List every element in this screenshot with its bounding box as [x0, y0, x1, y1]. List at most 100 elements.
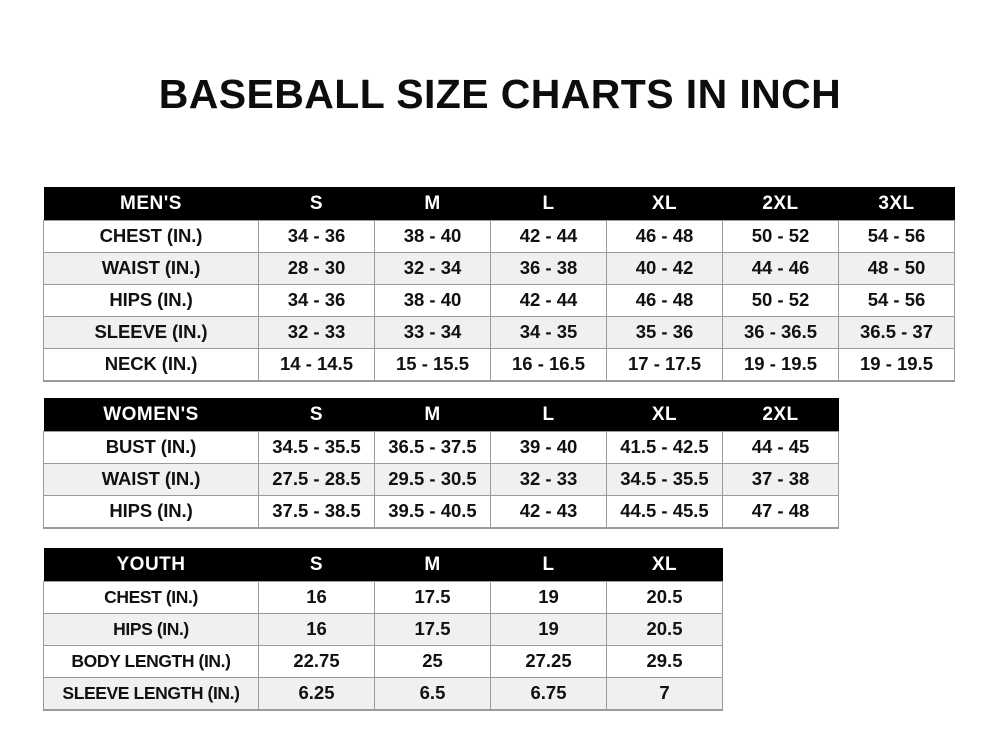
youth-row-label: HIPS (IN.): [43, 613, 259, 646]
mens-measurement-cell: 46 - 48: [606, 284, 723, 317]
youth-size-table: YOUTH S M L XL CHEST (IN.) 16 17.5 19 20.5 HIPS (I…: [43, 548, 723, 711]
mens-measurement-cell: 19 - 19.5: [722, 348, 839, 382]
womens-size-header-s: S: [258, 398, 375, 432]
table-row: SLEEVE (IN.) 32 - 33 33 - 34 34 - 35 35 - 36…: [43, 316, 955, 349]
youth-measurement-cell: 16: [258, 613, 375, 646]
mens-measurement-cell: 32 - 33: [258, 316, 375, 349]
womens-row-label: HIPS (IN.): [43, 495, 259, 529]
mens-measurement-cell: 42 - 44: [490, 284, 607, 317]
womens-measurement-cell: 41.5 - 42.5: [606, 431, 723, 464]
mens-measurement-cell: 34 - 36: [258, 220, 375, 253]
mens-measurement-cell: 33 - 34: [374, 316, 491, 349]
womens-measurement-cell: 34.5 - 35.5: [258, 431, 375, 464]
table-row: CHEST (IN.) 34 - 36 38 - 40 42 - 44 46 - 48 5…: [43, 220, 955, 253]
womens-measurement-cell: 39 - 40: [490, 431, 607, 464]
table-row: BODY LENGTH (IN.) 22.75 25 27.25 29.5: [43, 645, 723, 678]
mens-size-header-3xl: 3XL: [838, 187, 955, 221]
mens-row-label: CHEST (IN.): [43, 220, 259, 253]
mens-row-label: SLEEVE (IN.): [43, 316, 259, 349]
womens-measurement-cell: 37.5 - 38.5: [258, 495, 375, 529]
mens-measurement-cell: 28 - 30: [258, 252, 375, 285]
womens-category-header: WOMEN'S: [43, 398, 259, 432]
mens-measurement-cell: 50 - 52: [722, 284, 839, 317]
womens-measurement-cell: 39.5 - 40.5: [374, 495, 491, 529]
mens-measurement-cell: 44 - 46: [722, 252, 839, 285]
mens-measurement-cell: 15 - 15.5: [374, 348, 491, 382]
youth-measurement-cell: 19: [490, 581, 607, 614]
table-row: NECK (IN.) 14 - 14.5 15 - 15.5 16 - 16.5 17 …: [43, 348, 955, 382]
mens-measurement-cell: 36.5 - 37: [838, 316, 955, 349]
mens-row-label: NECK (IN.): [43, 348, 259, 382]
youth-measurement-cell: 20.5: [606, 613, 723, 646]
mens-measurement-cell: 38 - 40: [374, 284, 491, 317]
mens-measurement-cell: 14 - 14.5: [258, 348, 375, 382]
mens-measurement-cell: 42 - 44: [490, 220, 607, 253]
table-row: HIPS (IN.) 16 17.5 19 20.5: [43, 613, 723, 646]
table-row: HIPS (IN.) 34 - 36 38 - 40 42 - 44 46 - 48 50…: [43, 284, 955, 317]
mens-measurement-cell: 54 - 56: [838, 220, 955, 253]
womens-measurement-cell: 27.5 - 28.5: [258, 463, 375, 496]
youth-measurement-cell: 6.25: [258, 677, 375, 711]
womens-measurement-cell: 44 - 45: [722, 431, 839, 464]
youth-measurement-cell: 19: [490, 613, 607, 646]
womens-measurement-cell: 42 - 43: [490, 495, 607, 529]
womens-size-header-xl: XL: [606, 398, 723, 432]
mens-row-label: HIPS (IN.): [43, 284, 259, 317]
womens-measurement-cell: 34.5 - 35.5: [606, 463, 723, 496]
youth-measurement-cell: 6.5: [374, 677, 491, 711]
mens-measurement-cell: 54 - 56: [838, 284, 955, 317]
youth-size-header-xl: XL: [606, 548, 723, 582]
mens-measurement-cell: 50 - 52: [722, 220, 839, 253]
womens-row-label: BUST (IN.): [43, 431, 259, 464]
youth-measurement-cell: 16: [258, 581, 375, 614]
mens-size-header-s: S: [258, 187, 375, 221]
table-row: SLEEVE LENGTH (IN.) 6.25 6.5 6.75 7: [43, 677, 723, 711]
womens-measurement-cell: 37 - 38: [722, 463, 839, 496]
mens-measurement-cell: 17 - 17.5: [606, 348, 723, 382]
youth-header-row: YOUTH S M L XL: [43, 548, 723, 582]
mens-measurement-cell: 19 - 19.5: [838, 348, 955, 382]
womens-measurement-cell: 29.5 - 30.5: [374, 463, 491, 496]
mens-size-header-m: M: [374, 187, 491, 221]
mens-row-label: WAIST (IN.): [43, 252, 259, 285]
womens-size-header-l: L: [490, 398, 607, 432]
womens-measurement-cell: 36.5 - 37.5: [374, 431, 491, 464]
womens-size-header-m: M: [374, 398, 491, 432]
youth-measurement-cell: 17.5: [374, 581, 491, 614]
womens-row-label: WAIST (IN.): [43, 463, 259, 496]
mens-measurement-cell: 36 - 38: [490, 252, 607, 285]
mens-size-header-2xl: 2XL: [722, 187, 839, 221]
mens-measurement-cell: 34 - 36: [258, 284, 375, 317]
mens-measurement-cell: 34 - 35: [490, 316, 607, 349]
table-row: WAIST (IN.) 28 - 30 32 - 34 36 - 38 40 - 42 4…: [43, 252, 955, 285]
youth-measurement-cell: 27.25: [490, 645, 607, 678]
womens-size-header-2xl: 2XL: [722, 398, 839, 432]
table-row: BUST (IN.) 34.5 - 35.5 36.5 - 37.5 39 - 40 4…: [43, 431, 839, 464]
mens-measurement-cell: 36 - 36.5: [722, 316, 839, 349]
youth-measurement-cell: 20.5: [606, 581, 723, 614]
mens-size-header-l: L: [490, 187, 607, 221]
mens-size-table: MEN'S S M L XL 2XL 3XL CHEST (IN.) 34 - 36 38 - 4…: [43, 187, 955, 382]
mens-category-header: MEN'S: [43, 187, 259, 221]
womens-measurement-cell: 44.5 - 45.5: [606, 495, 723, 529]
mens-measurement-cell: 35 - 36: [606, 316, 723, 349]
mens-size-header-xl: XL: [606, 187, 723, 221]
youth-category-header: YOUTH: [43, 548, 259, 582]
table-row: HIPS (IN.) 37.5 - 38.5 39.5 - 40.5 42 - 43 4…: [43, 495, 839, 529]
mens-measurement-cell: 40 - 42: [606, 252, 723, 285]
mens-measurement-cell: 46 - 48: [606, 220, 723, 253]
youth-size-header-m: M: [374, 548, 491, 582]
youth-row-label: CHEST (IN.): [43, 581, 259, 614]
table-row: CHEST (IN.) 16 17.5 19 20.5: [43, 581, 723, 614]
youth-measurement-cell: 17.5: [374, 613, 491, 646]
youth-measurement-cell: 22.75: [258, 645, 375, 678]
youth-measurement-cell: 6.75: [490, 677, 607, 711]
page-title: BASEBALL SIZE CHARTS IN INCH: [158, 71, 842, 117]
table-row: WAIST (IN.) 27.5 - 28.5 29.5 - 30.5 32 - 33…: [43, 463, 839, 496]
youth-measurement-cell: 29.5: [606, 645, 723, 678]
womens-header-row: WOMEN'S S M L XL 2XL: [43, 398, 839, 432]
youth-row-label: SLEEVE LENGTH (IN.): [43, 677, 259, 711]
mens-measurement-cell: 32 - 34: [374, 252, 491, 285]
youth-row-label: BODY LENGTH (IN.): [43, 645, 259, 678]
